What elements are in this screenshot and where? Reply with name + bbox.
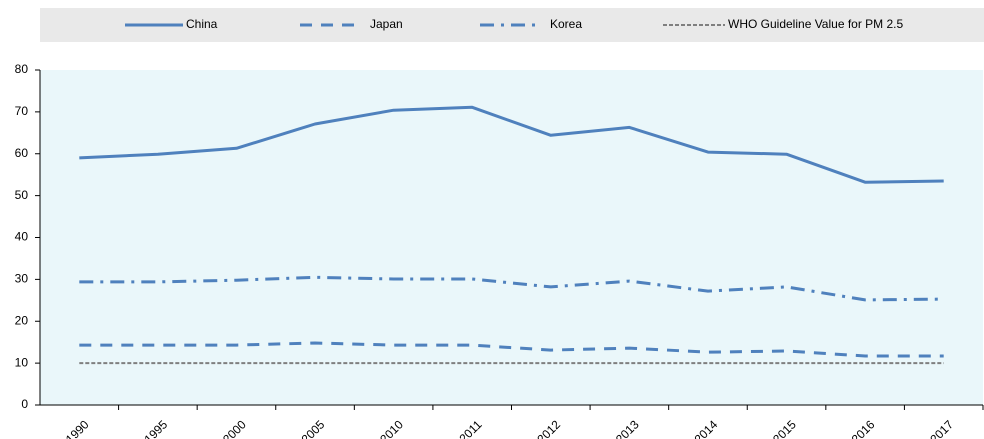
legend-label: China	[186, 17, 218, 31]
series-line	[79, 275, 944, 302]
legend-label: Korea	[550, 17, 582, 31]
y-tick-label: 80	[15, 62, 29, 76]
x-tick-label: 2014	[692, 417, 721, 439]
x-tick-label: 1995	[141, 417, 170, 439]
x-tick-label: 2017	[927, 417, 956, 439]
y-tick-label: 70	[15, 104, 29, 118]
legend-label: Japan	[370, 17, 403, 31]
x-tick-label: 2005	[299, 417, 328, 439]
x-tick-label: 2015	[770, 417, 799, 439]
y-tick-label: 30	[15, 272, 29, 286]
legend-label: WHO Guideline Value for PM 2.5	[728, 17, 904, 31]
x-tick-label: 2012	[534, 417, 563, 439]
x-tick-label: 2011	[456, 417, 484, 439]
y-tick-label: 60	[15, 146, 29, 160]
x-tick-label: 2016	[849, 417, 878, 439]
x-tick-label: 2000	[220, 417, 249, 439]
y-tick-label: 10	[15, 355, 29, 369]
x-tick-label: 2010	[377, 417, 406, 439]
y-tick-label: 20	[15, 313, 29, 327]
y-tick-label: 40	[15, 230, 29, 244]
y-tick-label: 0	[21, 397, 28, 411]
series-line	[79, 341, 944, 358]
x-tick-label: 1990	[63, 417, 92, 439]
x-tick-label: 2013	[613, 417, 642, 439]
y-tick-label: 50	[15, 188, 29, 202]
series-line	[79, 105, 944, 184]
plot-background	[40, 70, 983, 405]
